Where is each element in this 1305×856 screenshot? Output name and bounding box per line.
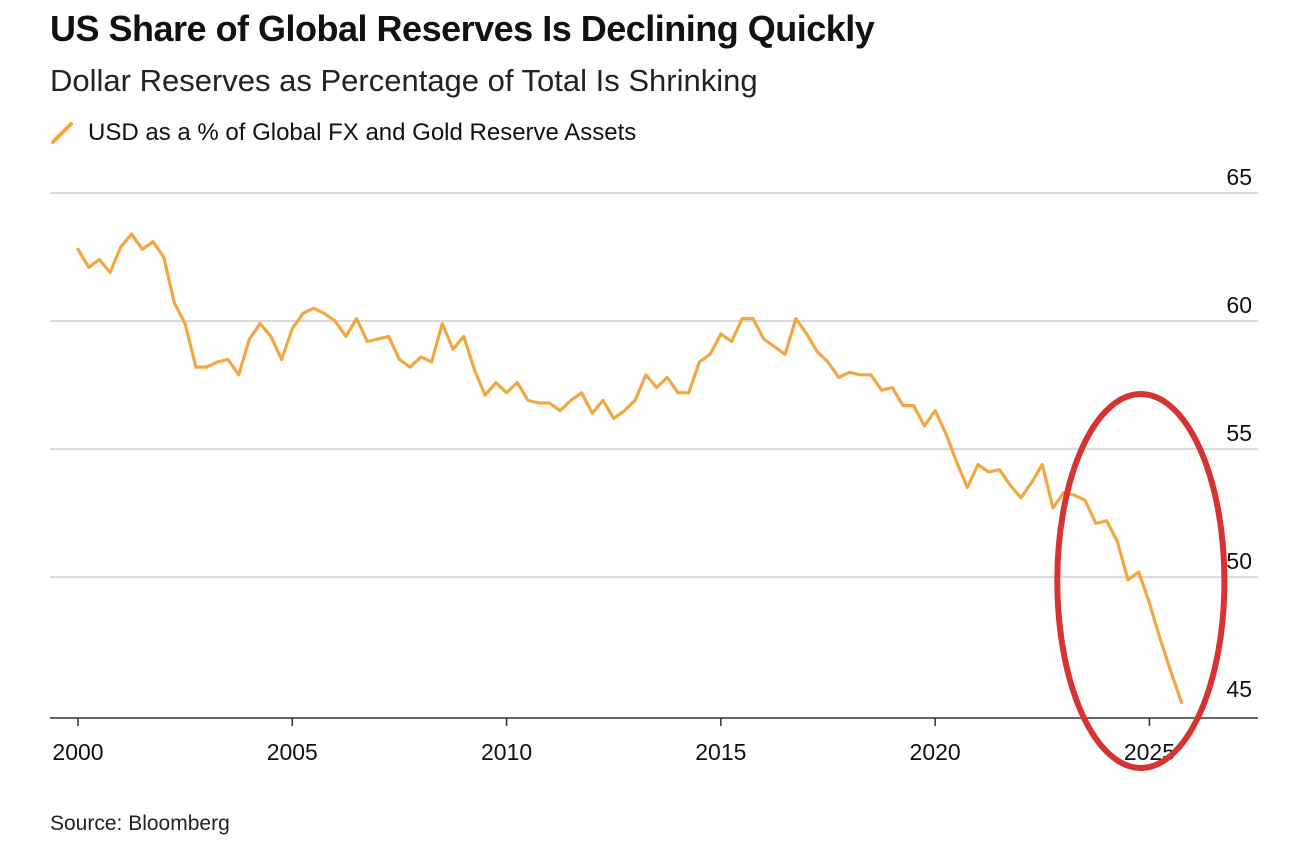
series-group (76, 232, 1184, 705)
chart-subtitle: Dollar Reserves as Percentage of Total I… (50, 63, 758, 98)
y-tick-label: 45 (1226, 676, 1252, 702)
annotation-group (1054, 391, 1228, 771)
highlight-ellipse (1054, 391, 1228, 771)
legend-label: USD as a % of Global FX and Gold Reserve… (88, 119, 637, 146)
x-tick-label: 2015 (695, 739, 746, 765)
legend: USD as a % of Global FX and Gold Reserve… (50, 118, 636, 148)
x-tick-label: 2005 (267, 739, 318, 765)
x-tick-label: 2000 (52, 739, 103, 765)
x-tick-label: 2010 (481, 739, 532, 765)
legend-line-swatch (51, 122, 73, 144)
x-axis (50, 717, 1258, 726)
source-note: Source: Bloomberg (50, 812, 230, 835)
y-tick-label: 55 (1226, 420, 1252, 446)
x-axis-tick-labels: 2000 2005 2010 2015 2020 2025 (52, 739, 1175, 765)
y-axis-tick-labels: 45 50 55 60 65 (1226, 164, 1252, 702)
gridlines (50, 192, 1258, 579)
y-tick-label: 65 (1226, 164, 1252, 190)
y-tick-label: 50 (1226, 548, 1252, 574)
x-tick-label: 2020 (910, 739, 961, 765)
chart-title: US Share of Global Reserves Is Declining… (50, 8, 875, 49)
series-line (76, 232, 1184, 705)
y-tick-label: 60 (1226, 292, 1252, 318)
